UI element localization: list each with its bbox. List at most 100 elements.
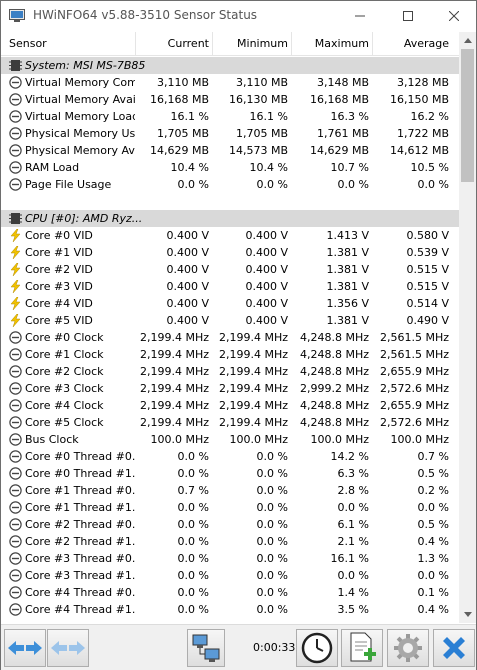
sensor-row[interactable]: Core #4 Clock 2,199.4 MHz 2,199.4 MHz 4,248… (1, 397, 459, 414)
gauge-icon (9, 450, 22, 463)
sensor-row[interactable]: Core #1 Thread #0... 0.7 % 0.0 % 2.8 % 0.2 % (1, 482, 459, 499)
sensor-maximum-value: 4,248.8 MHz (299, 399, 369, 412)
sensor-current-value: 100.0 MHz (150, 433, 209, 446)
sensor-maximum-value: 1,761 MB (316, 127, 369, 140)
scroll-down-arrow[interactable] (459, 606, 476, 623)
gauge-icon (9, 127, 22, 140)
gauge-icon (9, 348, 22, 361)
close-icon (449, 11, 459, 21)
sensor-list[interactable]: System: MSI MS-7B85 Virtual Memory Com...… (1, 57, 459, 623)
sensor-row[interactable]: Core #4 Thread #1... 0.0 % 0.0 % 3.5 % 0.4 % (1, 601, 459, 618)
sensor-row[interactable]: Core #1 Clock 2,199.4 MHz 2,199.4 MHz 4,248… (1, 346, 459, 363)
column-minimum[interactable]: Minimum (237, 37, 288, 50)
sensor-name: Core #0 Thread #1... (25, 467, 135, 480)
navigate-sensors-button[interactable] (4, 629, 46, 667)
sensor-row[interactable]: Core #2 Thread #1... 0.0 % 0.0 % 2.1 % 0.4 % (1, 533, 459, 550)
close-sensors-button[interactable] (433, 629, 475, 667)
sensor-row[interactable]: Core #0 VID 0.400 V 0.400 V 1.413 V 0.580 V (1, 227, 459, 244)
sensor-row[interactable]: Core #3 Clock 2,199.4 MHz 2,199.4 MHz 2,999… (1, 380, 459, 397)
sensor-minimum-value: 2,199.4 MHz (218, 348, 288, 361)
sensor-group-row[interactable]: System: MSI MS-7B85 (1, 57, 459, 74)
sensor-row[interactable]: Core #4 Thread #0... 0.0 % 0.0 % 1.4 % 0.1 % (1, 584, 459, 601)
sensor-row[interactable]: Physical Memory Used 1,705 MB 1,705 MB 1,76… (1, 125, 459, 142)
lightning-icon (9, 279, 22, 294)
sensor-name: Core #4 VID (25, 297, 93, 310)
sensor-minimum-value: 2,199.4 MHz (218, 382, 288, 395)
sensor-row[interactable]: Core #5 Clock 2,199.4 MHz 2,199.4 MHz 4,248… (1, 414, 459, 431)
sensor-row[interactable]: Virtual Memory Avai... 16,168 MB 16,130 MB… (1, 91, 459, 108)
title-bar[interactable]: HWiNFO64 v5.88-3510 Sensor Status (1, 1, 476, 31)
scroll-up-arrow[interactable] (459, 32, 476, 49)
sensor-current-value: 3,110 MB (156, 76, 209, 89)
sensor-name: Core #0 Clock (25, 331, 104, 344)
sensor-row[interactable]: RAM Load 10.4 % 10.4 % 10.7 % 10.5 % (1, 159, 459, 176)
column-average[interactable]: Average (403, 37, 449, 50)
column-divider[interactable] (212, 32, 213, 56)
sensor-minimum-value: 0.0 % (256, 467, 288, 480)
settings-button[interactable] (387, 629, 429, 667)
sensor-row[interactable]: Core #0 Thread #0... 0.0 % 0.0 % 14.2 % 0.7 … (1, 448, 459, 465)
sensor-row[interactable]: Core #2 VID 0.400 V 0.400 V 1.381 V 0.515 V (1, 261, 459, 278)
sensor-name: Core #1 Clock (25, 348, 104, 361)
sensor-row[interactable]: Core #1 VID 0.400 V 0.400 V 1.381 V 0.539 V (1, 244, 459, 261)
network-button[interactable] (187, 629, 225, 667)
sensor-minimum-value: 2,199.4 MHz (218, 331, 288, 344)
sensor-average-value: 0.539 V (406, 246, 449, 259)
add-report-icon (350, 632, 376, 662)
sensor-row[interactable]: Core #2 Clock 2,199.4 MHz 2,199.4 MHz 4,248… (1, 363, 459, 380)
sensor-name: RAM Load (25, 161, 80, 174)
sensor-row[interactable]: Page File Usage 0.0 % 0.0 % 0.0 % 0.0 % (1, 176, 459, 193)
chip-icon (9, 59, 22, 72)
window-close-button[interactable] (431, 1, 477, 31)
sensor-average-value: 1,722 MB (396, 127, 449, 140)
collapse-sensors-button[interactable] (47, 629, 89, 667)
sensor-row[interactable]: Virtual Memory Load 16.1 % 16.1 % 16.3 % 16.… (1, 108, 459, 125)
sensor-row[interactable]: Core #1 Thread #1... 0.0 % 0.0 % 0.0 % 0.0 % (1, 499, 459, 516)
sensor-name: Bus Clock (25, 433, 79, 446)
sensor-row[interactable]: Physical Memory Av... 14,629 MB 14,573 MB 1… (1, 142, 459, 159)
sensor-row[interactable]: Core #0 Thread #1... 0.0 % 0.0 % 6.3 % 0.5 % (1, 465, 459, 482)
window-title: HWiNFO64 v5.88-3510 Sensor Status (33, 8, 258, 22)
sensor-current-value: 0.400 V (166, 246, 209, 259)
sensor-row[interactable]: Bus Clock 100.0 MHz 100.0 MHz 100.0 MHz 100.… (1, 431, 459, 448)
column-sensor[interactable]: Sensor (9, 37, 47, 50)
sensor-current-value: 0.0 % (177, 603, 209, 616)
sensor-name: Core #1 Thread #0... (25, 484, 135, 497)
maximize-button[interactable] (385, 1, 431, 31)
sensor-group-row[interactable]: CPU [#0]: AMD Ryz... (1, 210, 459, 227)
blank-row (1, 193, 459, 210)
column-current[interactable]: Current (167, 37, 209, 50)
scroll-thumb[interactable] (461, 49, 474, 182)
sensor-name: Physical Memory Used (25, 127, 135, 140)
column-maximum[interactable]: Maximum (314, 37, 369, 50)
sensor-average-value: 0.0 % (417, 501, 449, 514)
sensor-average-value: 10.5 % (410, 161, 449, 174)
column-divider[interactable] (372, 32, 373, 56)
column-divider[interactable] (291, 32, 292, 56)
sensor-row[interactable]: Core #5 VID 0.400 V 0.400 V 1.381 V 0.490 V (1, 312, 459, 329)
sensor-row[interactable]: Virtual Memory Com... 3,110 MB 3,110 MB 3,1… (1, 74, 459, 91)
sensor-maximum-value: 4,248.8 MHz (299, 416, 369, 429)
elapsed-timer: 0:00:33 (253, 641, 296, 654)
sensor-average-value: 0.490 V (406, 314, 449, 327)
sensor-maximum-value: 100.0 MHz (310, 433, 369, 446)
gauge-icon (9, 76, 22, 89)
sensor-row[interactable]: Core #3 VID 0.400 V 0.400 V 1.381 V 0.515 V (1, 278, 459, 295)
sensor-row[interactable]: Core #3 Thread #1... 0.0 % 0.0 % 0.0 % 0.0 % (1, 567, 459, 584)
minimize-button[interactable] (337, 1, 383, 31)
sensor-average-value: 2,655.9 MHz (379, 365, 449, 378)
column-divider[interactable] (135, 32, 136, 56)
sensor-current-value: 16.1 % (170, 110, 209, 123)
sensor-row[interactable]: Core #3 Thread #0... 0.0 % 0.0 % 16.1 % 1.3 … (1, 550, 459, 567)
logging-button[interactable] (341, 629, 383, 667)
gauge-icon (9, 144, 22, 157)
sensor-row[interactable]: Core #0 Clock 2,199.4 MHz 2,199.4 MHz 4,248… (1, 329, 459, 346)
sensor-minimum-value: 14,573 MB (228, 144, 288, 157)
reset-timer-button[interactable] (296, 629, 338, 667)
sensor-current-value: 0.400 V (166, 263, 209, 276)
vertical-scrollbar[interactable] (459, 32, 476, 623)
sensor-row[interactable]: Core #2 Thread #0... 0.0 % 0.0 % 6.1 % 0.5 % (1, 516, 459, 533)
gauge-icon (9, 331, 22, 344)
sensor-row[interactable]: Core #4 VID 0.400 V 0.400 V 1.356 V 0.514 V (1, 295, 459, 312)
